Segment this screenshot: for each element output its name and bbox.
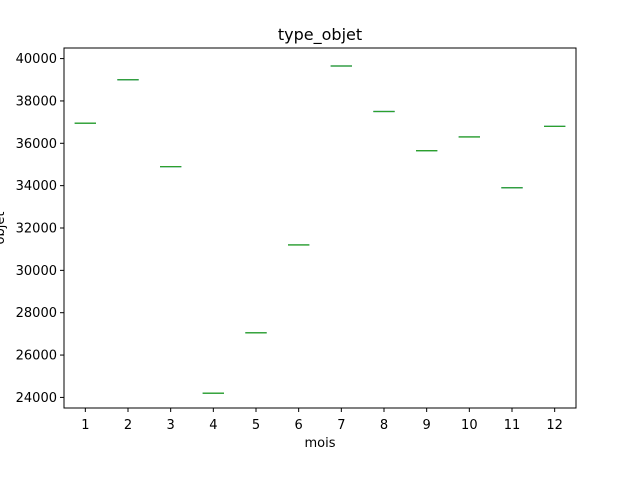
y-tick-label: 40000 bbox=[16, 52, 57, 67]
x-tick-label: 6 bbox=[295, 418, 303, 433]
y-tick-label: 32000 bbox=[16, 222, 57, 237]
x-tick-label: 10 bbox=[461, 418, 478, 433]
y-tick-label: 26000 bbox=[16, 349, 57, 364]
x-tick-label: 2 bbox=[124, 418, 132, 433]
y-axis-title: objet bbox=[0, 212, 8, 245]
x-tick-label: 11 bbox=[504, 418, 521, 433]
y-tick-label: 30000 bbox=[16, 264, 57, 279]
x-tick-label: 9 bbox=[423, 418, 431, 433]
x-tick-label: 1 bbox=[81, 418, 89, 433]
x-tick-label: 7 bbox=[337, 418, 345, 433]
y-tick-label: 28000 bbox=[16, 306, 57, 321]
x-tick-label: 5 bbox=[252, 418, 260, 433]
y-tick-label: 34000 bbox=[16, 179, 57, 194]
y-tick-label: 36000 bbox=[16, 137, 57, 152]
y-tick-label: 38000 bbox=[16, 94, 57, 109]
chart-title: type_objet bbox=[278, 25, 362, 45]
x-tick-label: 4 bbox=[209, 418, 217, 433]
x-tick-label: 3 bbox=[167, 418, 175, 433]
plot-area bbox=[63, 47, 577, 409]
y-tick-label: 24000 bbox=[16, 391, 57, 406]
x-tick-label: 8 bbox=[380, 418, 388, 433]
box-series bbox=[74, 65, 566, 394]
y-axis: 24000 26000 28000 30000 32000 34000 36000 38000… bbox=[16, 52, 64, 406]
x-axis-title: mois bbox=[304, 436, 335, 451]
x-axis: 1 2 3 4 5 6 7 8 9 10 11 12 bbox=[81, 408, 563, 433]
x-tick-label: 12 bbox=[546, 418, 563, 433]
